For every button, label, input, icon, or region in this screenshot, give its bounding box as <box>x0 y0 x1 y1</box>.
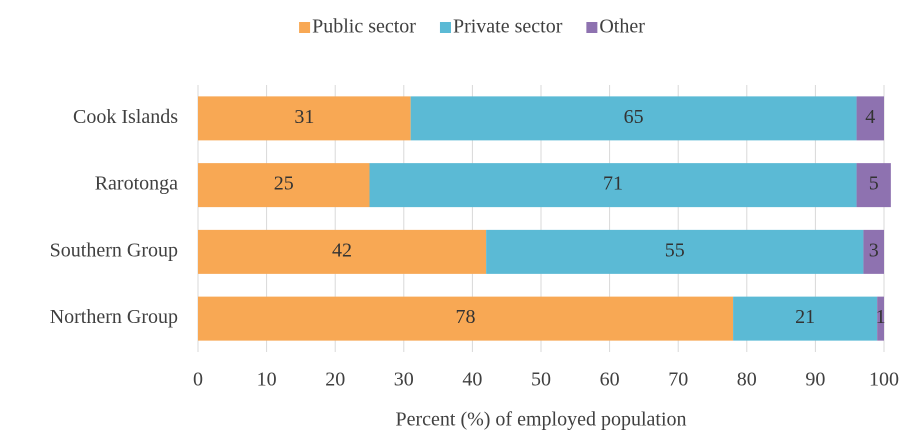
legend-marker <box>299 22 311 33</box>
legend-marker <box>586 22 598 33</box>
legend-label: Public sector <box>312 16 416 38</box>
bar-segment <box>198 163 370 208</box>
x-tick-label: 40 <box>462 369 482 391</box>
x-tick-label: 0 <box>193 369 203 391</box>
x-tick-label: 90 <box>805 369 825 391</box>
data-label: 55 <box>665 239 685 261</box>
data-label: 21 <box>795 306 815 328</box>
y-tick-label: Rarotonga <box>95 173 178 195</box>
bar-segment <box>198 96 411 141</box>
data-label: 25 <box>274 173 294 195</box>
data-label: 42 <box>332 239 352 261</box>
bar-segment <box>410 96 857 141</box>
bar-segment <box>733 296 878 341</box>
data-label: 31 <box>294 106 314 128</box>
bar-segment <box>369 163 857 208</box>
x-tick-label: 100 <box>869 369 899 391</box>
data-label: 5 <box>869 173 879 195</box>
legend-marker <box>439 22 451 33</box>
data-label: 71 <box>603 173 623 195</box>
x-tick-label: 10 <box>257 369 277 391</box>
data-label: 3 <box>869 239 879 261</box>
bar-segment <box>856 163 891 208</box>
data-label: 1 <box>876 306 886 328</box>
x-tick-label: 70 <box>668 369 688 391</box>
data-label: 4 <box>865 106 875 128</box>
bar-segment <box>863 229 884 274</box>
legend-label: Other <box>599 16 645 38</box>
legend-label: Private sector <box>453 16 563 38</box>
x-tick-label: 60 <box>600 369 620 391</box>
x-tick-label: 80 <box>737 369 757 391</box>
bar-segment <box>198 296 734 341</box>
data-label: 65 <box>624 106 644 128</box>
bar-segment <box>198 229 487 274</box>
data-label: 78 <box>456 306 476 328</box>
x-axis-title: Percent (%) of employed population <box>395 409 686 431</box>
y-tick-label: Southern Group <box>50 239 178 261</box>
x-tick-label: 50 <box>531 369 551 391</box>
y-tick-label: Cook Islands <box>73 106 178 128</box>
x-tick-label: 20 <box>325 369 345 391</box>
x-tick-label: 30 <box>394 369 414 391</box>
bar-segment <box>856 96 884 141</box>
bar-segment <box>877 296 884 341</box>
y-tick-label: Northern Group <box>50 306 178 328</box>
bar-segment <box>486 229 864 274</box>
